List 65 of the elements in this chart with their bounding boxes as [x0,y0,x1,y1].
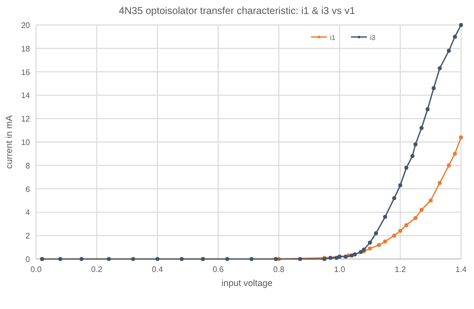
point [58,257,62,261]
point [383,214,388,219]
point [180,257,184,261]
point [383,239,388,244]
point [452,152,457,156]
point [413,216,418,220]
point [80,257,84,261]
y-tick-label: 12 [21,114,31,124]
x-tick-label: 0.2 [91,265,103,274]
x-tick-label: 0.6 [212,265,224,274]
y-tick-label: 8 [26,161,31,170]
x-tick-label: 1.4 [455,265,468,274]
point [368,240,372,245]
y-tick-label: 10 [21,138,31,147]
x-tick-label: 0.0 [30,265,42,274]
chart-title: 4N35 optoisolator transfer characteristic: i1 & i3 vs v1 [118,6,356,17]
point [446,48,451,53]
point [350,253,354,258]
point [155,257,160,261]
y-tick-label: 2 [26,232,31,241]
point [446,163,451,168]
point [410,154,414,158]
point [368,246,372,250]
point [404,223,408,228]
y-tick-label: 0 [26,255,31,264]
y-axis-title: current in mA [4,115,14,169]
point [459,135,463,140]
y-tick-label: 4 [26,208,31,218]
point [392,196,396,200]
point [225,257,230,261]
x-tick-label: 0.8 [273,265,285,274]
point [106,257,111,261]
point [438,180,442,185]
y-tick-label: 6 [26,184,31,194]
point [420,208,424,212]
point [274,257,278,261]
point [426,107,430,112]
point [432,86,436,90]
point [398,228,402,233]
point [377,242,382,247]
y-tick-label: 18 [21,44,31,54]
point [452,34,457,39]
y-tick-label: 20 [21,21,31,30]
point [328,256,332,260]
point [334,256,339,260]
point [374,231,378,236]
point [428,198,433,202]
point [404,166,408,170]
point [413,142,418,146]
x-tick-label: 1.2 [394,265,406,274]
point [358,250,363,254]
x-tick-label: 1.0 [334,265,346,274]
point [420,126,424,130]
x-tick-label: 0.4 [152,265,164,274]
y-tick-label: 14 [21,91,31,100]
point [459,23,463,27]
point [298,257,302,261]
point [392,234,396,238]
point [398,183,402,188]
y-tick-label: 16 [21,68,31,77]
point [250,257,254,261]
point [438,66,442,70]
point [131,257,136,261]
x-axis-title: input voltage [221,278,273,288]
point [344,254,348,259]
